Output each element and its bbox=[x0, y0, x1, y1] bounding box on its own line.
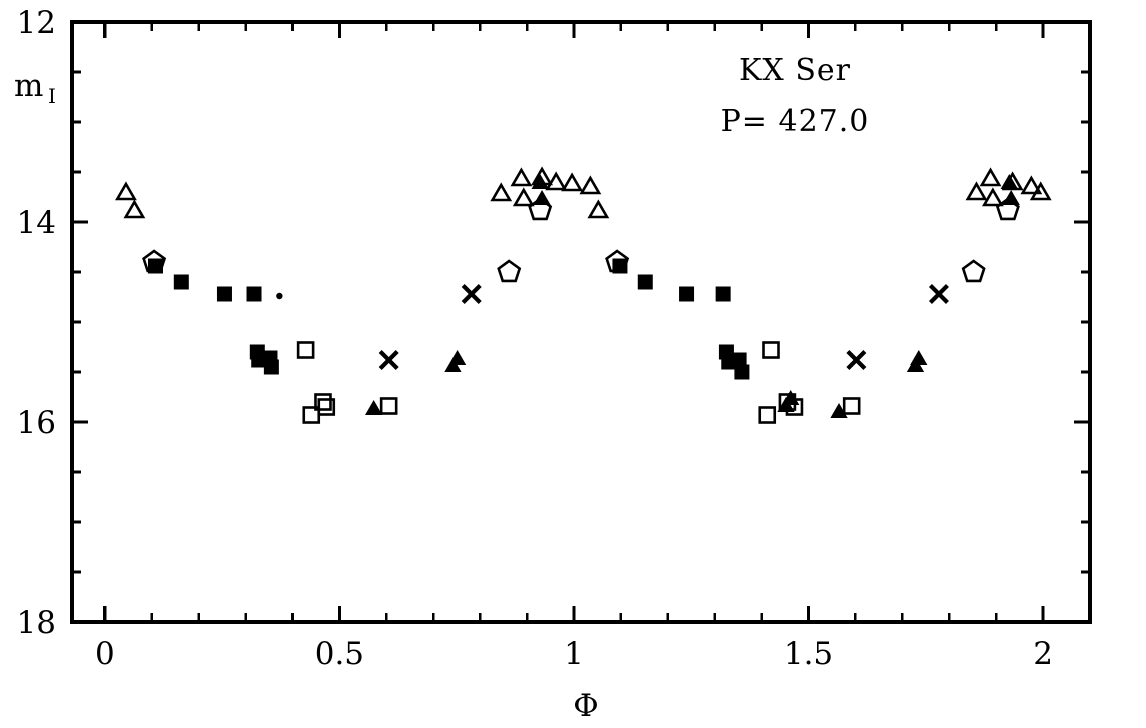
data-point-triangle-filled bbox=[782, 390, 800, 405]
data-point-square-open bbox=[762, 341, 780, 359]
data-point-triangle-open bbox=[561, 172, 584, 192]
data-point-triangle-open bbox=[115, 181, 137, 201]
data-point-triangle-open bbox=[512, 187, 535, 207]
data-point-pentagon-open bbox=[497, 259, 522, 283]
axis-ticks bbox=[72, 20, 1090, 624]
y-tick-label: 14 bbox=[17, 205, 56, 241]
data-point-cross bbox=[846, 350, 867, 370]
annotation-period: P= 427.0 bbox=[721, 104, 870, 139]
x-tick-label: 1.5 bbox=[784, 636, 833, 672]
data-point-square-filled bbox=[246, 286, 262, 302]
data-point-dot bbox=[276, 292, 283, 300]
data-point-square-filled bbox=[173, 274, 189, 290]
data-point-square-filled bbox=[263, 359, 279, 375]
y-axis-label-subscript: I bbox=[48, 84, 56, 108]
x-tick-label: 0 bbox=[95, 636, 115, 672]
data-point-triangle-filled bbox=[364, 400, 383, 415]
x-tick-label: 1 bbox=[564, 636, 584, 672]
data-point-square-filled bbox=[251, 352, 267, 368]
data-point-triangle-open bbox=[981, 187, 1004, 207]
data-point-triangle-open bbox=[123, 199, 146, 219]
data-point-triangle-open bbox=[545, 171, 568, 191]
y-tick-label: 12 bbox=[17, 5, 56, 41]
data-point-square-filled bbox=[637, 274, 653, 290]
plot-axes bbox=[70, 20, 1092, 624]
x-axis-label: Φ bbox=[573, 688, 598, 724]
data-markers bbox=[115, 166, 1052, 424]
data-point-pentagon-open bbox=[528, 197, 553, 221]
data-point-square-open bbox=[296, 341, 315, 359]
data-point-pentagon-open bbox=[605, 249, 630, 273]
data-point-triangle-open bbox=[490, 182, 513, 202]
data-point-triangle-open bbox=[579, 175, 602, 195]
data-point-pentagon-open bbox=[142, 249, 167, 273]
data-point-cross bbox=[461, 284, 482, 304]
data-point-pentagon-open bbox=[961, 259, 986, 283]
data-point-triangle-open bbox=[979, 167, 1002, 187]
data-point-cross bbox=[928, 284, 949, 304]
data-point-triangle-filled bbox=[1000, 174, 1018, 189]
data-point-triangle-open bbox=[1020, 175, 1043, 195]
data-point-square-filled bbox=[715, 286, 731, 302]
data-point-triangle-open bbox=[587, 199, 610, 219]
axis-tick-labels: 0 0.5 1 1.5 2 12 14 16 18 bbox=[17, 5, 1053, 672]
y-tick-label: 16 bbox=[17, 405, 56, 441]
annotation-star-name: KX Ser bbox=[739, 53, 851, 88]
y-axis-label: m bbox=[14, 68, 43, 104]
data-point-square-filled bbox=[731, 352, 747, 368]
data-point-triangle-open bbox=[965, 181, 988, 201]
data-point-triangle-filled bbox=[448, 350, 467, 365]
data-point-triangle-open bbox=[1029, 181, 1052, 201]
axis-frame bbox=[70, 20, 1092, 624]
data-point-square-open bbox=[317, 398, 336, 416]
data-point-square-filled bbox=[734, 364, 750, 380]
data-point-triangle-filled bbox=[531, 174, 549, 189]
y-tick-label: 18 bbox=[17, 605, 56, 641]
data-point-square-filled bbox=[679, 286, 695, 302]
x-tick-label: 0.5 bbox=[315, 636, 364, 672]
data-point-square-open bbox=[842, 397, 861, 415]
x-tick-label: 2 bbox=[1033, 636, 1053, 672]
data-point-square-open bbox=[785, 398, 804, 416]
data-point-square-open bbox=[758, 406, 777, 424]
data-point-pentagon-open bbox=[995, 197, 1020, 221]
data-point-square-open bbox=[314, 393, 332, 411]
data-point-triangle-filled bbox=[910, 350, 928, 365]
data-point-square-filled bbox=[216, 286, 232, 302]
data-point-cross bbox=[378, 350, 399, 370]
data-point-triangle-open bbox=[510, 167, 533, 187]
data-point-square-open bbox=[379, 397, 398, 415]
